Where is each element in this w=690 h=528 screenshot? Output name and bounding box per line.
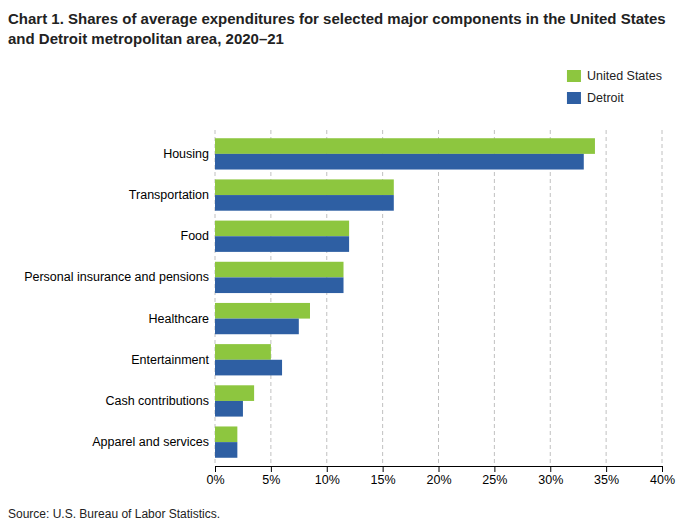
x-tick-mark	[606, 466, 607, 472]
x-tick-mark	[271, 466, 272, 472]
grid-line	[606, 130, 607, 466]
title-line: and Detroit metropolitan area, 2020–21	[8, 30, 284, 47]
bar	[215, 319, 299, 335]
x-tick: 25%	[482, 466, 507, 487]
legend: United States Detroit	[567, 69, 662, 105]
y-tick-label: Entertainment	[131, 353, 209, 367]
x-tick: 15%	[371, 466, 396, 487]
bar	[215, 426, 237, 442]
bar	[215, 401, 243, 417]
x-tick: 35%	[594, 466, 619, 487]
x-tick-label: 20%	[426, 473, 451, 487]
grid-line	[550, 130, 551, 466]
y-tick-label: Housing	[163, 147, 209, 161]
grid-line	[662, 130, 663, 466]
y-tick-label: Apparel and services	[92, 435, 209, 449]
x-tick-label: 35%	[594, 473, 619, 487]
bar	[215, 138, 595, 154]
bar	[215, 195, 394, 211]
x-tick-label: 15%	[371, 473, 396, 487]
legend-item: United States	[567, 69, 662, 83]
x-tick-mark	[327, 466, 328, 472]
legend-swatch	[567, 70, 581, 82]
plot: 0% 5% 10% 15% 20% 25% 30% 35% 40% Apparel and ser…	[24, 69, 675, 487]
bar	[215, 221, 349, 237]
title: Chart 1. Shares of average expenditures …	[8, 10, 666, 47]
x-tick-label: 0%	[206, 473, 224, 487]
bar	[215, 277, 344, 293]
y-tick: Healthcare	[149, 312, 215, 326]
x-tick: 40%	[650, 466, 675, 487]
bar	[215, 303, 310, 319]
x-tick-mark	[215, 466, 216, 472]
y-tick: Entertainment	[131, 353, 215, 367]
x-tick-mark	[439, 466, 440, 472]
grid-line	[494, 130, 495, 466]
x-tick-label: 30%	[538, 473, 563, 487]
y-tick: Apparel and services	[92, 435, 215, 449]
chart-svg: Chart 1. Shares of average expenditures …	[0, 0, 690, 528]
y-tick-label: Healthcare	[149, 312, 209, 326]
y-tick: Transportation	[129, 188, 215, 202]
y-tick-label: Transportation	[129, 188, 209, 202]
x-tick: 5%	[262, 466, 280, 487]
x-tick-mark	[494, 466, 495, 472]
bar	[215, 236, 349, 252]
legend-label: Detroit	[587, 91, 624, 105]
series	[215, 138, 595, 442]
grid	[215, 130, 662, 466]
bar	[215, 344, 271, 360]
x-tick-label: 10%	[315, 473, 340, 487]
y-tick: Personal insurance and pensions	[24, 270, 215, 284]
y-tick-label: Personal insurance and pensions	[24, 270, 209, 284]
x-tick-label: 25%	[482, 473, 507, 487]
title-line: Chart 1. Shares of average expenditures …	[8, 10, 666, 27]
y-tick-label: Food	[181, 229, 210, 243]
bar	[215, 154, 584, 170]
grid-line	[438, 130, 439, 466]
y-tick-label: Cash contributions	[105, 394, 209, 408]
x-tick-label: 5%	[262, 473, 280, 487]
y-tick: Cash contributions	[105, 394, 215, 408]
legend-item: Detroit	[567, 91, 624, 105]
chart-container: Chart 1. Shares of average expenditures …	[0, 0, 690, 528]
y-tick: Food	[181, 229, 216, 243]
x-tick-mark	[383, 466, 384, 472]
x-tick: 20%	[426, 466, 451, 487]
bar	[215, 262, 344, 278]
y-tick: Housing	[163, 147, 215, 161]
x-tick-mark	[550, 466, 551, 472]
x-tick: 0%	[206, 466, 224, 487]
x-tick: 10%	[315, 466, 340, 487]
y-axis: Apparel and services Cash contributions En…	[24, 147, 215, 449]
bar	[215, 360, 282, 376]
x-tick: 30%	[538, 466, 563, 487]
axis-line	[216, 467, 663, 473]
source: Source: U.S. Bureau of Labor Statistics.	[8, 507, 220, 521]
x-tick-label: 40%	[650, 473, 675, 487]
x-tick-mark	[662, 466, 663, 472]
legend-label: United States	[587, 69, 662, 83]
x-axis: 0% 5% 10% 15% 20% 25% 30% 35% 40%	[206, 466, 675, 487]
bar	[215, 179, 394, 195]
bar	[215, 385, 254, 401]
bar	[215, 442, 237, 458]
legend-swatch	[567, 92, 581, 104]
series	[215, 154, 584, 458]
bars	[215, 138, 595, 458]
